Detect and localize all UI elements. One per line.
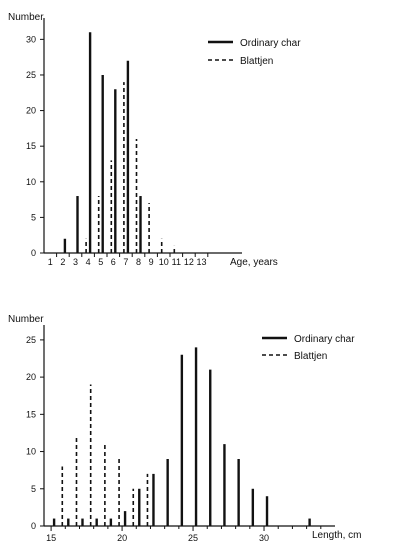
x-tick-label: 4 [86, 257, 91, 267]
x-tick-label: 9 [149, 257, 154, 267]
legend-blattjen-label: Blattjen [294, 351, 327, 362]
y-tick-label: 5 [31, 484, 36, 494]
x-tick-label: 15 [46, 533, 56, 543]
x-tick-label: 30 [259, 533, 269, 543]
x-tick-label: 5 [98, 257, 103, 267]
legend-blattjen-label: Blattjen [240, 56, 273, 67]
x-tick-label: 25 [188, 533, 198, 543]
age-chart-ylabel: Number [8, 12, 44, 23]
x-tick-label: 20 [117, 533, 127, 543]
x-tick-label: 12 [184, 257, 194, 267]
y-tick-label: 15 [26, 141, 36, 151]
y-tick-label: 10 [26, 447, 36, 457]
y-tick-label: 25 [26, 335, 36, 345]
legend-ordinary-char-label: Ordinary char [240, 38, 301, 49]
y-tick-label: 20 [26, 106, 36, 116]
x-tick-label: 10 [159, 257, 169, 267]
y-tick-label: 0 [31, 521, 36, 531]
y-tick-label: 5 [31, 212, 36, 222]
length-chart-xlabel: Length, cm [312, 530, 361, 541]
y-tick-label: 25 [26, 70, 36, 80]
x-tick-label: 1 [48, 257, 53, 267]
x-tick-label: 8 [136, 257, 141, 267]
x-tick-label: 11 [172, 257, 181, 267]
y-tick-label: 10 [26, 177, 36, 187]
y-tick-label: 20 [26, 372, 36, 382]
x-tick-label: 6 [111, 257, 116, 267]
y-tick-label: 15 [26, 409, 36, 419]
x-tick-label: 7 [123, 257, 128, 267]
x-tick-label: 13 [196, 257, 206, 267]
x-tick-label: 3 [73, 257, 78, 267]
x-tick-label: 2 [60, 257, 65, 267]
age-chart-legend: Ordinary char Blattjen [208, 38, 301, 67]
length-chart: Number Length, cm 0 5 10 15 20 25 15 20 25 30 Or… [8, 314, 361, 543]
y-tick-label: 0 [31, 248, 36, 258]
length-chart-ylabel: Number [8, 314, 44, 325]
y-tick-label: 30 [26, 34, 36, 44]
legend-ordinary-char-label: Ordinary char [294, 334, 355, 345]
age-chart-xlabel: Age, years [230, 257, 278, 268]
length-chart-legend: Ordinary char Blattjen [262, 334, 355, 362]
